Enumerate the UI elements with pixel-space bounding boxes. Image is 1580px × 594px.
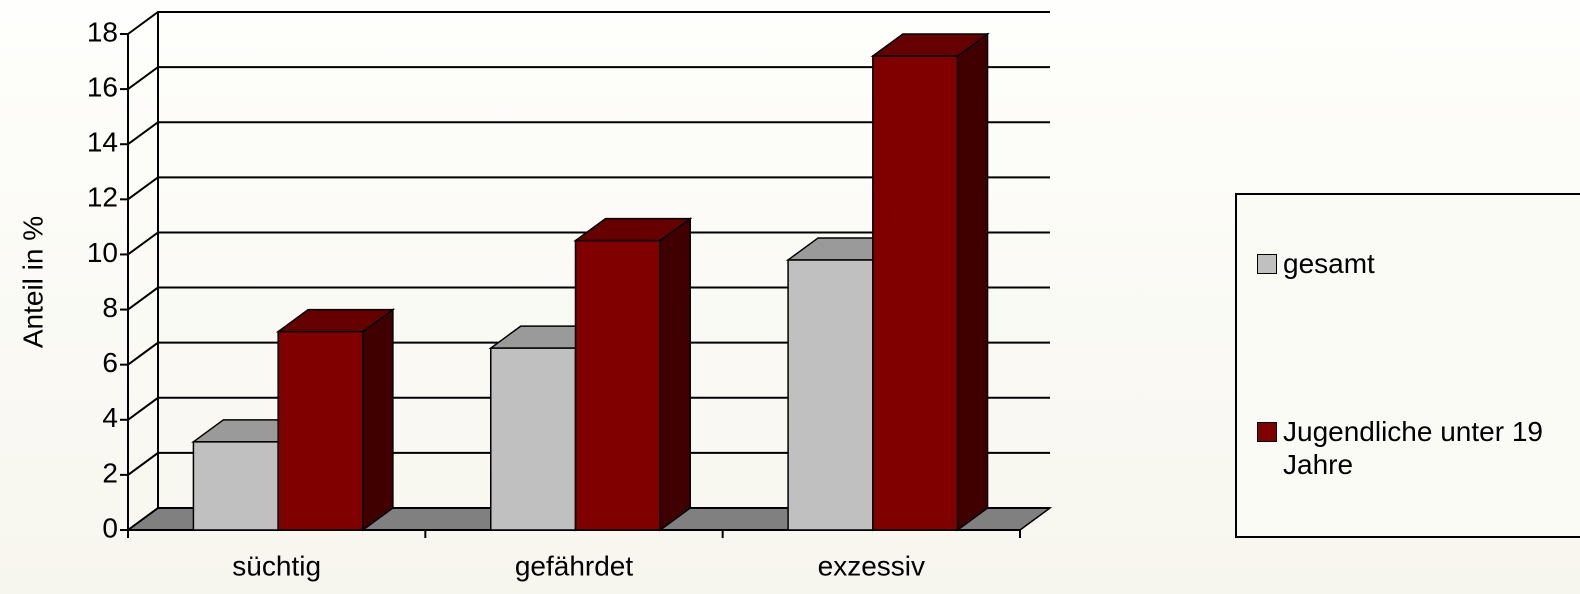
legend-swatch [1257,254,1277,274]
y-tick-label: 2 [102,457,118,488]
bar-side [659,217,691,532]
y-tick-label: 14 [87,127,118,158]
bar-front [872,55,959,531]
bar-front [489,347,577,531]
legend: gesamt Jugendliche unter 19 Jahre [1235,193,1580,538]
bar-front [277,330,364,531]
x-tick-label: exzessiv [818,550,925,581]
bar [870,32,990,532]
bar-side [362,308,394,532]
y-tick-label: 4 [102,402,118,433]
bar [573,217,693,532]
x-tick-label: süchtig [232,550,321,581]
legend-entry: Jugendliche unter 19 Jahre [1257,415,1577,481]
y-tick-label: 8 [102,292,118,323]
y-tick-label: 18 [87,16,118,47]
legend-swatch [1257,422,1277,442]
y-axis-label: Anteil in % [17,216,48,348]
y-tick-label: 16 [87,72,118,103]
y-tick-label: 0 [102,512,118,543]
y-tick-label: 12 [87,182,118,213]
grid-line [127,11,1050,35]
bar-front [192,441,279,531]
bar [275,308,396,532]
chart: Anteil in % 0 2 4 6 8 10 12 14 16 18 süchtig gefähr… [17,11,1053,581]
y-tick-label: 6 [102,347,118,378]
legend-entry: gesamt [1257,247,1577,280]
legend-label: Jugendliche unter 19 Jahre [1283,416,1543,480]
bar-front [574,239,661,531]
bar-side [956,32,989,532]
x-tick-label: gefährdet [515,550,634,581]
legend-label: gesamt [1283,248,1375,279]
y-tick-label: 10 [87,237,118,268]
bar-front [787,259,874,531]
